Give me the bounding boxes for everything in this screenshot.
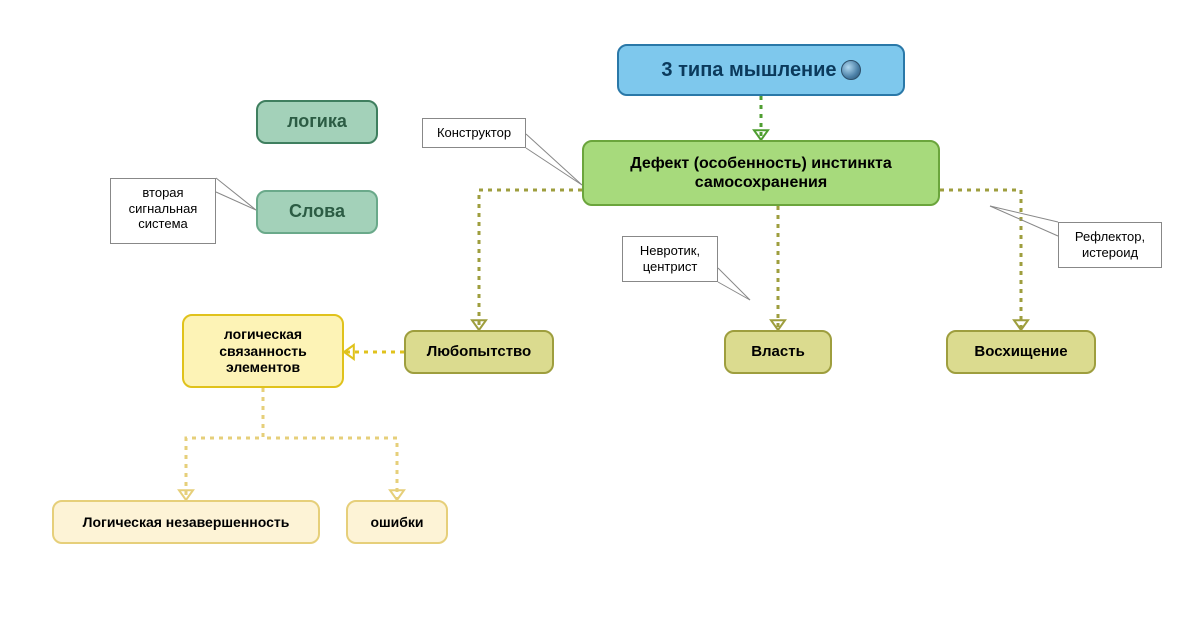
node-words-label: Слова [289, 201, 345, 223]
node-logic-label: логика [287, 111, 347, 133]
node-power-label: Власть [751, 343, 805, 361]
node-defect: Дефект (особенность) инстинкта самосохра… [582, 140, 940, 206]
callout-second-signal: вторая сигнальная система [110, 178, 216, 244]
node-incomplete: Логическая незавершенность [52, 500, 320, 544]
callout-constructor: Конструктор [422, 118, 526, 148]
callout-neurotic: Невротик, центрист [622, 236, 718, 282]
node-errors-label: ошибки [370, 514, 423, 531]
node-coherence: логическая связанность элементов [182, 314, 344, 388]
callout-reflector-label: Рефлектор, истероид [1075, 229, 1145, 260]
node-admiration-label: Восхищение [974, 343, 1067, 361]
node-title-label: 3 типа мышление [661, 58, 836, 82]
node-power: Власть [724, 330, 832, 374]
node-logic: логика [256, 100, 378, 144]
node-curiosity-label: Любопытство [427, 343, 531, 361]
node-coherence-label: логическая связанность элементов [194, 326, 332, 376]
node-admiration: Восхищение [946, 330, 1096, 374]
connections-layer [0, 0, 1200, 640]
globe-icon [841, 60, 861, 80]
node-defect-label: Дефект (особенность) инстинкта самосохра… [594, 154, 928, 192]
node-title: 3 типа мышление [617, 44, 905, 96]
callout-neurotic-label: Невротик, центрист [640, 243, 700, 274]
callout-reflector: Рефлектор, истероид [1058, 222, 1162, 268]
callout-constructor-label: Конструктор [437, 125, 511, 140]
node-incomplete-label: Логическая незавершенность [83, 514, 290, 531]
node-words: Слова [256, 190, 378, 234]
node-curiosity: Любопытство [404, 330, 554, 374]
node-errors: ошибки [346, 500, 448, 544]
callout-second-signal-label: вторая сигнальная система [129, 185, 198, 231]
